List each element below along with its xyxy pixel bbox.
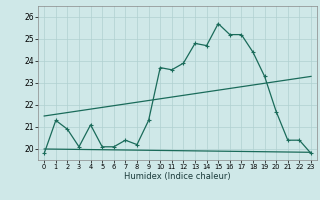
X-axis label: Humidex (Indice chaleur): Humidex (Indice chaleur) [124,172,231,181]
